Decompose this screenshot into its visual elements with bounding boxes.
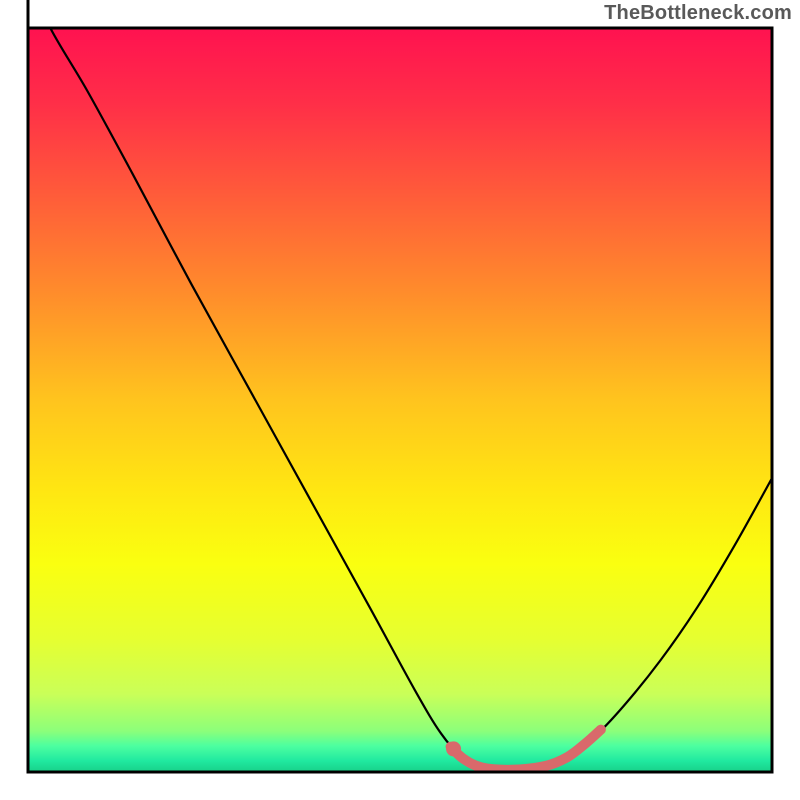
chart-stage: TheBottleneck.com bbox=[0, 0, 800, 800]
bottleneck-chart bbox=[0, 0, 800, 800]
optimal-point-dot bbox=[446, 741, 461, 756]
